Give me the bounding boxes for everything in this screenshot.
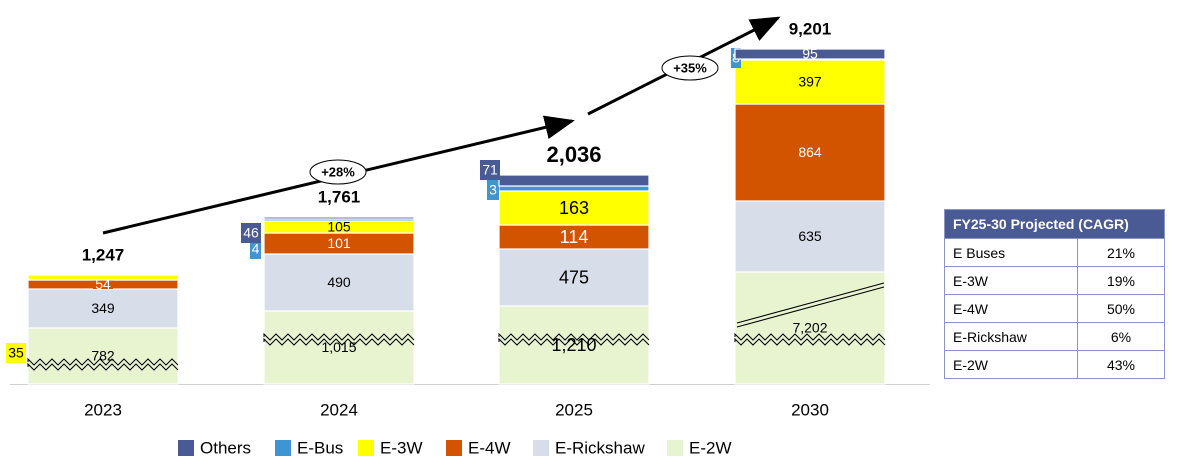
legend-label: E-3W: [380, 438, 423, 457]
legend-swatch: [358, 440, 374, 456]
category-label: 2025: [555, 400, 593, 419]
axis-break-mark: [734, 337, 886, 346]
bar-segment-e-3w: [27, 274, 179, 281]
bar-segment-e-rickshaw: [734, 200, 886, 273]
bar-segment-e-3w: [734, 59, 886, 105]
growth-badge: [661, 55, 719, 81]
bar-segment-e-2w: [734, 271, 886, 385]
data-label-tag: [93, 280, 113, 289]
cagr-table-header: FY25-30 Projected (CAGR): [944, 209, 1165, 239]
cagr-table: FY25-30 Projected (CAGR) E Buses 21% E-3…: [944, 209, 1165, 379]
bar-segment-others: [734, 48, 886, 60]
data-label: 163: [559, 198, 589, 218]
legend-swatch: [275, 440, 291, 456]
table-row: E-4W 50%: [944, 294, 1165, 323]
data-label: 864: [798, 144, 822, 160]
cagr-row-label: E Buses: [944, 238, 1078, 267]
data-label: 7,202: [792, 320, 827, 336]
axis-break-mark: [263, 332, 415, 341]
category-label: 2023: [84, 400, 122, 419]
bar-segment-e-rickshaw: [27, 288, 179, 329]
data-label: 4: [252, 241, 260, 257]
axis-break-mark: [736, 286, 885, 328]
legend-swatch: [446, 440, 462, 456]
bar-segment-e-rickshaw: [498, 248, 650, 307]
data-label-tag: [250, 239, 261, 259]
table-row: E-2W 43%: [944, 350, 1165, 379]
legend-label: E-Rickshaw: [555, 438, 645, 457]
data-label-tag: [6, 343, 26, 363]
growth-badge: [309, 159, 367, 185]
bar-segment-others: [263, 216, 415, 220]
bar-segment-e-bus: [498, 185, 650, 192]
bar-segment-e-rickshaw: [263, 253, 415, 312]
total-label: 1,761: [318, 187, 361, 206]
cagr-row-value: 21%: [1077, 238, 1165, 267]
data-label: 475: [559, 267, 589, 287]
table-row: E Buses 21%: [944, 238, 1165, 267]
legend-swatch: [667, 440, 683, 456]
cagr-row-value: 50%: [1077, 294, 1165, 323]
total-label: 9,201: [789, 19, 832, 38]
legend-label: E-2W: [689, 438, 732, 457]
data-label-tag: [480, 160, 500, 180]
total-label: 1,247: [82, 245, 125, 264]
data-label-tag: [241, 223, 261, 243]
axis-break-mark: [736, 282, 885, 324]
cagr-row-label: E-Rickshaw: [944, 322, 1078, 351]
data-label: 114: [560, 227, 589, 247]
data-label: 35: [8, 345, 24, 361]
cagr-table-header-row: FY25-30 Projected (CAGR): [944, 209, 1165, 239]
axis-break-mark: [27, 362, 179, 371]
legend-label: Others: [200, 438, 251, 457]
data-label: 782: [91, 348, 115, 364]
bar-segment-e-2w: [27, 327, 179, 385]
data-label: 349: [91, 300, 115, 316]
cagr-row-value: 6%: [1077, 322, 1165, 351]
legend-label: E-4W: [468, 438, 511, 457]
cagr-row-label: E-4W: [944, 294, 1078, 323]
category-label: 2030: [791, 400, 829, 419]
data-label: 105: [327, 219, 351, 235]
data-label: 46: [243, 225, 259, 241]
cagr-row-label: E-3W: [944, 266, 1078, 295]
bar-segment-e-2w: [498, 305, 650, 385]
data-label: 1,210: [551, 335, 596, 355]
bar-segment-others: [498, 174, 650, 187]
legend-label: E-Bus: [297, 438, 343, 457]
bar-segment-e-4w: [498, 224, 650, 250]
total-label: 2,036: [546, 142, 601, 167]
data-label: 71: [482, 162, 498, 178]
cagr-row-value: 43%: [1077, 350, 1165, 379]
table-row: E-Rickshaw 6%: [944, 322, 1165, 351]
legend-swatch: [533, 440, 549, 456]
cagr-row-value: 19%: [1077, 266, 1165, 295]
axis-break-mark: [734, 332, 886, 341]
data-label: 1,015: [321, 339, 356, 355]
data-label: 490: [327, 274, 351, 290]
data-label: 101: [327, 235, 351, 251]
data-label: 635: [798, 228, 822, 244]
axis-break-mark: [498, 332, 650, 341]
data-label-tag: [487, 180, 499, 200]
axis-break-mark: [263, 337, 415, 346]
data-label: 3: [489, 182, 497, 198]
growth-label: +35%: [673, 60, 707, 75]
table-row: E-3W 19%: [944, 266, 1165, 295]
growth-label: +28%: [321, 164, 355, 179]
legend-swatch: [178, 440, 194, 456]
category-label: 2024: [320, 400, 358, 419]
bar-segment-e-3w: [498, 190, 650, 226]
data-label: 397: [798, 74, 822, 90]
axis-break-mark: [498, 337, 650, 346]
data-label: 95: [802, 46, 818, 62]
axis-break-mark: [27, 357, 179, 366]
bar-segment-e-4w: [734, 103, 886, 202]
cagr-row-label: E-2W: [944, 350, 1078, 379]
